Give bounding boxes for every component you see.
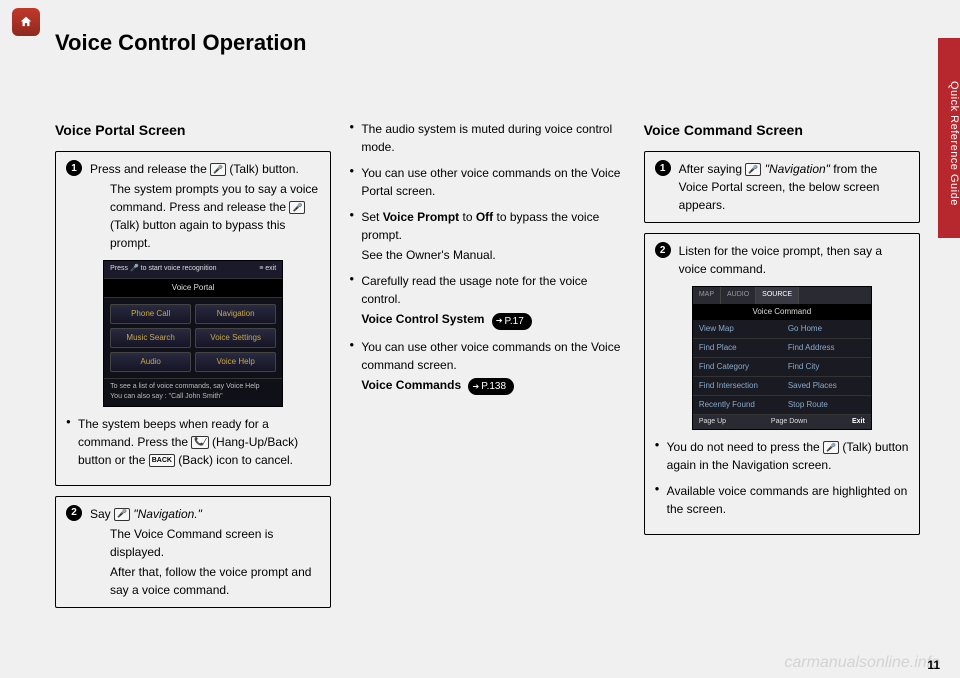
ss1-btn: Navigation — [195, 304, 276, 324]
talk-icon: 🎤 — [745, 163, 761, 176]
step-number: 1 — [66, 160, 82, 176]
ss2-footer: Page Up — [699, 417, 726, 428]
side-tab: Quick Reference Guide — [938, 38, 960, 238]
column-1: Voice Portal Screen 1 Press and release … — [55, 120, 331, 618]
step-box-1: 1 Press and release the 🎤 (Talk) button.… — [55, 151, 331, 486]
t: You do not need to press the — [667, 440, 823, 454]
ss1-btn: Phone Call — [110, 304, 191, 324]
ss1-top-right: ≡ exit — [259, 264, 276, 275]
t: Carefully read the usage note for the vo… — [361, 274, 587, 306]
home-icon[interactable] — [12, 8, 40, 36]
ss2-tab: MAP — [693, 287, 721, 304]
col2-bullet: Set Voice Prompt to Off to bypass the vo… — [349, 208, 625, 264]
ss2-title: Voice Command — [693, 304, 871, 320]
col2-bullet: You can use other voice commands on the … — [349, 338, 625, 396]
page-ref-pill[interactable]: P.138 — [468, 378, 514, 395]
ref-label: Voice Control System — [361, 312, 484, 326]
step-number: 2 — [66, 505, 82, 521]
ss2-footer: Page Down — [771, 417, 807, 428]
ss1-btn: Audio — [110, 352, 191, 372]
ss1-btn: Music Search — [110, 328, 191, 348]
col2-bullet: You can use other voice commands on the … — [349, 164, 625, 200]
c3-step2-text: Listen for the voice prompt, then say a … — [679, 242, 909, 278]
step-number: 2 — [655, 242, 671, 258]
step1-text-d: (Talk) button again to bypass this promp… — [110, 218, 285, 250]
ss2-footer: Exit — [852, 417, 865, 428]
box1-bullet: The system beeps when ready for a comman… — [66, 415, 320, 469]
step1-text-c: The system prompts you to say a voice co… — [110, 182, 318, 214]
column-3: Voice Command Screen 1 After saying 🎤 "N… — [644, 120, 920, 618]
step-box-3-1: 1 After saying 🎤 "Navigation" from the V… — [644, 151, 920, 223]
step1-text-b: (Talk) button. — [229, 162, 298, 176]
ss2-item: Find City — [782, 358, 871, 377]
voice-command-heading: Voice Command Screen — [644, 120, 920, 141]
step2-text-a: Say — [90, 507, 114, 521]
ss1-top-left: Press 🎤 to start voice recognition — [110, 264, 216, 275]
t: Voice Prompt — [383, 210, 459, 224]
col2-bullet: Carefully read the usage note for the vo… — [349, 272, 625, 330]
ss1-footer2: You can also say : "Call John Smith" — [110, 392, 276, 403]
talk-icon: 🎤 — [823, 441, 839, 454]
voice-command-screenshot: MAP AUDIO SOURCE Voice Command View Map … — [692, 286, 872, 430]
talk-icon: 🎤 — [210, 163, 226, 176]
ss2-item: Saved Places — [782, 377, 871, 396]
ss2-item: Recently Found — [693, 396, 782, 415]
ss2-item: Find Address — [782, 339, 871, 358]
page-title: Voice Control Operation — [55, 30, 306, 56]
ss2-item: Find Category — [693, 358, 782, 377]
ss1-btn: Voice Settings — [195, 328, 276, 348]
c3-text-b: "Navigation" — [765, 162, 830, 176]
step2-text-b: "Navigation." — [133, 507, 202, 521]
ss2-item: Find Place — [693, 339, 782, 358]
t: to — [463, 210, 476, 224]
step1-text-a: Press and release the — [90, 162, 210, 176]
back-icon: BACK — [149, 454, 175, 467]
t: Set — [361, 210, 382, 224]
ref-label: Voice Commands — [361, 378, 461, 392]
step2-text-d: After that, follow the voice prompt and … — [90, 563, 320, 599]
column-2: The audio system is muted during voice c… — [349, 120, 625, 618]
step2-text-c: The Voice Command screen is displayed. — [90, 525, 320, 561]
watermark: carmanualsonline.info — [784, 654, 940, 672]
c3-text-a: After saying — [679, 162, 746, 176]
bullet-text-c: (Back) icon to cancel. — [178, 453, 293, 467]
ss1-title: Voice Portal — [104, 278, 282, 298]
t: Off — [476, 210, 493, 224]
t: You can use other voice commands on the … — [361, 340, 620, 372]
ss2-item: Find Intersection — [693, 377, 782, 396]
c3-bullet: You do not need to press the 🎤 (Talk) bu… — [655, 438, 909, 474]
ss2-tab: SOURCE — [756, 287, 799, 304]
hangup-icon: 📞⁄ — [191, 436, 208, 449]
talk-icon: 🎤 — [289, 201, 305, 214]
c3-bullet: Available voice commands are highlighted… — [655, 482, 909, 518]
step-box-2: 2 Say 🎤 "Navigation." The Voice Command … — [55, 496, 331, 608]
ss2-tab: AUDIO — [721, 287, 756, 304]
talk-icon: 🎤 — [114, 508, 130, 521]
col2-bullet: The audio system is muted during voice c… — [349, 120, 625, 156]
sub-note: See the Owner's Manual. — [361, 246, 625, 264]
page-number: 11 — [927, 658, 940, 672]
ss1-footer1: To see a list of voice commands, say Voi… — [110, 382, 276, 393]
voice-portal-heading: Voice Portal Screen — [55, 120, 331, 141]
ss2-item: Go Home — [782, 320, 871, 339]
step-box-3-2: 2 Listen for the voice prompt, then say … — [644, 233, 920, 535]
page-ref-pill[interactable]: P.17 — [492, 313, 532, 330]
step-number: 1 — [655, 160, 671, 176]
voice-portal-screenshot: Press 🎤 to start voice recognition ≡ exi… — [103, 260, 283, 407]
ss2-item: Stop Route — [782, 396, 871, 415]
ss1-btn: Voice Help — [195, 352, 276, 372]
ss2-item: View Map — [693, 320, 782, 339]
